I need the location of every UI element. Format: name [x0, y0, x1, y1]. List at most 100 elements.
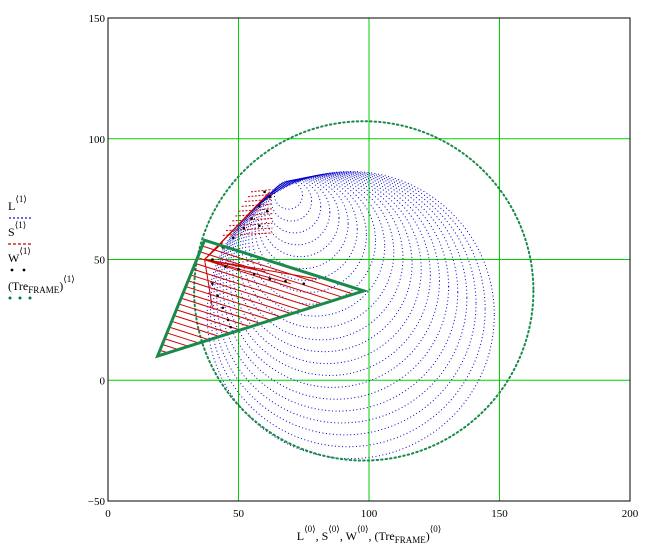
legend-marker	[25, 217, 27, 219]
legend-marker	[28, 296, 32, 300]
label-base: (Tre	[374, 529, 394, 543]
l-series-arc	[251, 177, 367, 293]
tre-frame-triangle	[155, 238, 369, 359]
x-tick-label: 150	[491, 508, 508, 520]
label-sup: ⟨1⟩	[63, 274, 75, 284]
w-series-point	[211, 258, 214, 261]
w-series-point	[258, 224, 261, 227]
l-series-arc	[238, 175, 404, 341]
series-l	[206, 170, 495, 460]
legend-marker	[10, 268, 14, 272]
l-series-arc	[241, 176, 395, 329]
series-tre-frame-circle	[193, 120, 535, 462]
l-series-arc	[248, 176, 377, 305]
s-series-line	[171, 320, 220, 338]
legend-marker	[13, 217, 15, 219]
label-sup: ⟨0⟩	[357, 524, 369, 534]
l-series-arc	[273, 180, 303, 210]
w-series-point	[231, 236, 235, 240]
label-sep: ,	[368, 529, 374, 543]
w-series-point	[211, 282, 214, 285]
s-series-line	[183, 291, 272, 321]
y-tick-label: 150	[89, 13, 106, 25]
w-series-point	[263, 190, 266, 194]
y-tick-label: −50	[88, 496, 106, 508]
legend-marker	[9, 217, 11, 219]
w-series-point	[268, 195, 272, 199]
l-series-arc	[229, 174, 431, 376]
w-series-point	[250, 217, 253, 220]
x-tick-label: 0	[105, 508, 111, 520]
l-series-arc	[264, 179, 331, 246]
legend-marker	[18, 296, 22, 300]
label-base: S	[8, 225, 15, 239]
label-sub: FRAME	[395, 535, 427, 545]
w-series-point	[221, 306, 225, 310]
s-series-line	[185, 286, 282, 318]
s-series-line	[235, 213, 273, 217]
l-series-arc	[254, 177, 358, 281]
legend-marker	[17, 217, 19, 219]
y-tick-label: 0	[100, 375, 106, 387]
l-series-arc	[209, 171, 486, 448]
l-series-arc	[232, 174, 422, 365]
label-close: )	[59, 279, 63, 293]
label-close: )	[426, 529, 430, 543]
label-sup: ⟨0⟩	[304, 524, 316, 534]
x-tick-label: 50	[233, 508, 245, 520]
w-series-point	[265, 209, 269, 213]
label-base: S	[322, 529, 329, 543]
label-sup: ⟨1⟩	[15, 220, 27, 230]
l-series-arc	[216, 172, 468, 424]
s-series-line	[204, 259, 213, 308]
w-series-point	[224, 265, 227, 269]
w-series-point	[226, 318, 230, 322]
s-series-line	[204, 259, 291, 285]
s-series-line	[190, 274, 303, 311]
s-series-line	[199, 251, 344, 298]
s-series-line	[225, 227, 273, 232]
legend: L⟨1⟩S⟨1⟩W⟨1⟩(TreFRAME)⟨1⟩	[8, 194, 75, 300]
s-series-line	[222, 232, 273, 236]
label-sup: ⟨0⟩	[430, 524, 442, 534]
l-series-arc	[225, 173, 440, 388]
w-series-point	[229, 325, 232, 329]
label-sup: ⟨0⟩	[328, 524, 340, 534]
w-series-point	[216, 294, 219, 298]
x-axis-label: L⟨0⟩, S⟨0⟩, W⟨0⟩, (TreFRAME)⟨0⟩	[297, 524, 442, 545]
s-series-line	[178, 303, 251, 328]
w-series-point	[252, 272, 256, 276]
s-series-line	[238, 208, 273, 212]
s-series-line	[250, 188, 273, 193]
s-series-line	[166, 332, 199, 344]
series-tre-frame	[155, 238, 369, 359]
legend-marker	[29, 217, 31, 219]
grid	[108, 18, 630, 501]
legend-marker	[8, 296, 12, 300]
legend-marker	[22, 268, 26, 272]
label-base: W	[8, 251, 20, 265]
tre-frame-circle	[193, 120, 535, 462]
s-series-line	[180, 297, 261, 324]
w-series-point	[302, 282, 306, 285]
label-sep: ,	[340, 529, 346, 543]
label-base: L	[297, 529, 304, 543]
w-series-point	[242, 226, 246, 230]
s-series-line	[192, 268, 313, 308]
s-series-line	[164, 338, 189, 347]
label-base: (Tre	[8, 279, 28, 293]
x-tick-label: 100	[361, 508, 378, 520]
l-series-arc	[206, 170, 495, 460]
l-series-arc	[213, 171, 477, 436]
label-sep: ,	[316, 529, 322, 543]
s-series-line	[229, 222, 273, 227]
s-series-line	[187, 280, 292, 315]
s-series-line	[176, 309, 241, 331]
s-series-line	[197, 257, 334, 302]
label-sup: ⟨1⟩	[15, 194, 27, 204]
label-base: W	[346, 529, 358, 543]
l-series-arc	[245, 176, 386, 317]
x-tick-label: 200	[622, 508, 639, 520]
series-w	[211, 190, 306, 329]
